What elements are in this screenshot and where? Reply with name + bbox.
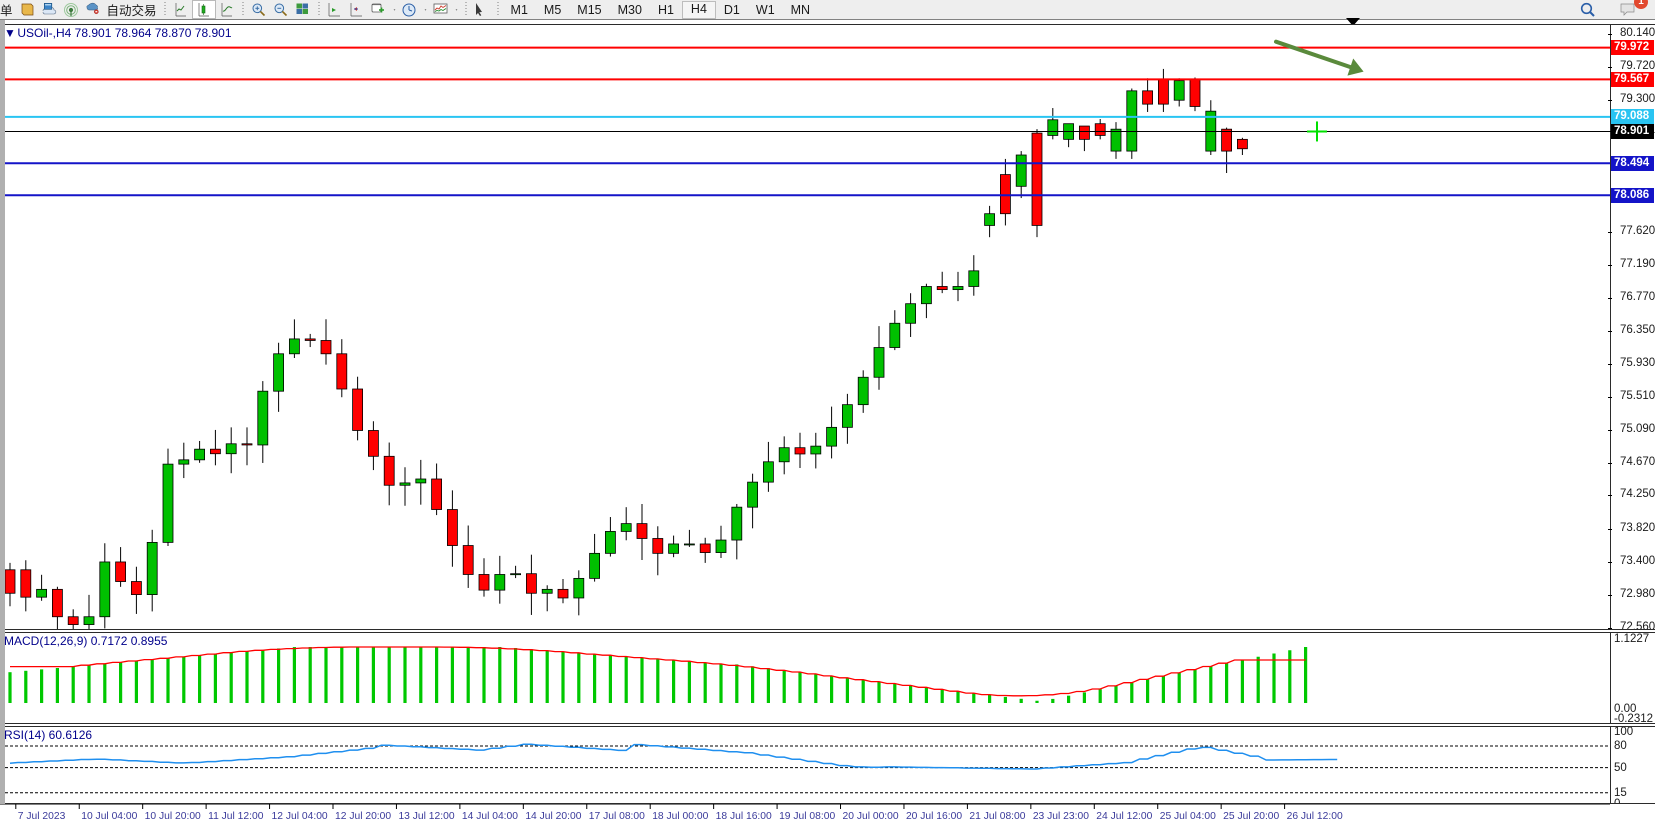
svg-text:18 Jul 16:00: 18 Jul 16:00 — [716, 811, 772, 822]
svg-text:13 Jul 12:00: 13 Jul 12:00 — [398, 811, 454, 822]
svg-text:21 Jul 08:00: 21 Jul 08:00 — [969, 811, 1025, 822]
svg-text:12 Jul 20:00: 12 Jul 20:00 — [335, 811, 391, 822]
svg-text:14 Jul 20:00: 14 Jul 20:00 — [525, 811, 581, 822]
svg-text:20 Jul 16:00: 20 Jul 16:00 — [906, 811, 962, 822]
svg-text:11 Jul 12:00: 11 Jul 12:00 — [208, 811, 264, 822]
svg-text:14 Jul 04:00: 14 Jul 04:00 — [462, 811, 518, 822]
svg-text:10 Jul 04:00: 10 Jul 04:00 — [81, 811, 137, 822]
svg-text:25 Jul 20:00: 25 Jul 20:00 — [1223, 811, 1279, 822]
svg-text:20 Jul 00:00: 20 Jul 00:00 — [843, 811, 899, 822]
svg-text:17 Jul 08:00: 17 Jul 08:00 — [589, 811, 645, 822]
svg-text:25 Jul 04:00: 25 Jul 04:00 — [1160, 811, 1216, 822]
svg-text:10 Jul 20:00: 10 Jul 20:00 — [145, 811, 201, 822]
svg-text:7 Jul 2023: 7 Jul 2023 — [18, 811, 66, 822]
svg-text:12 Jul 04:00: 12 Jul 04:00 — [272, 811, 328, 822]
svg-text:23 Jul 23:00: 23 Jul 23:00 — [1033, 811, 1089, 822]
svg-text:19 Jul 08:00: 19 Jul 08:00 — [779, 811, 835, 822]
svg-text:18 Jul 00:00: 18 Jul 00:00 — [652, 811, 708, 822]
svg-text:24 Jul 12:00: 24 Jul 12:00 — [1096, 811, 1152, 822]
svg-text:26 Jul 12:00: 26 Jul 12:00 — [1287, 811, 1343, 822]
